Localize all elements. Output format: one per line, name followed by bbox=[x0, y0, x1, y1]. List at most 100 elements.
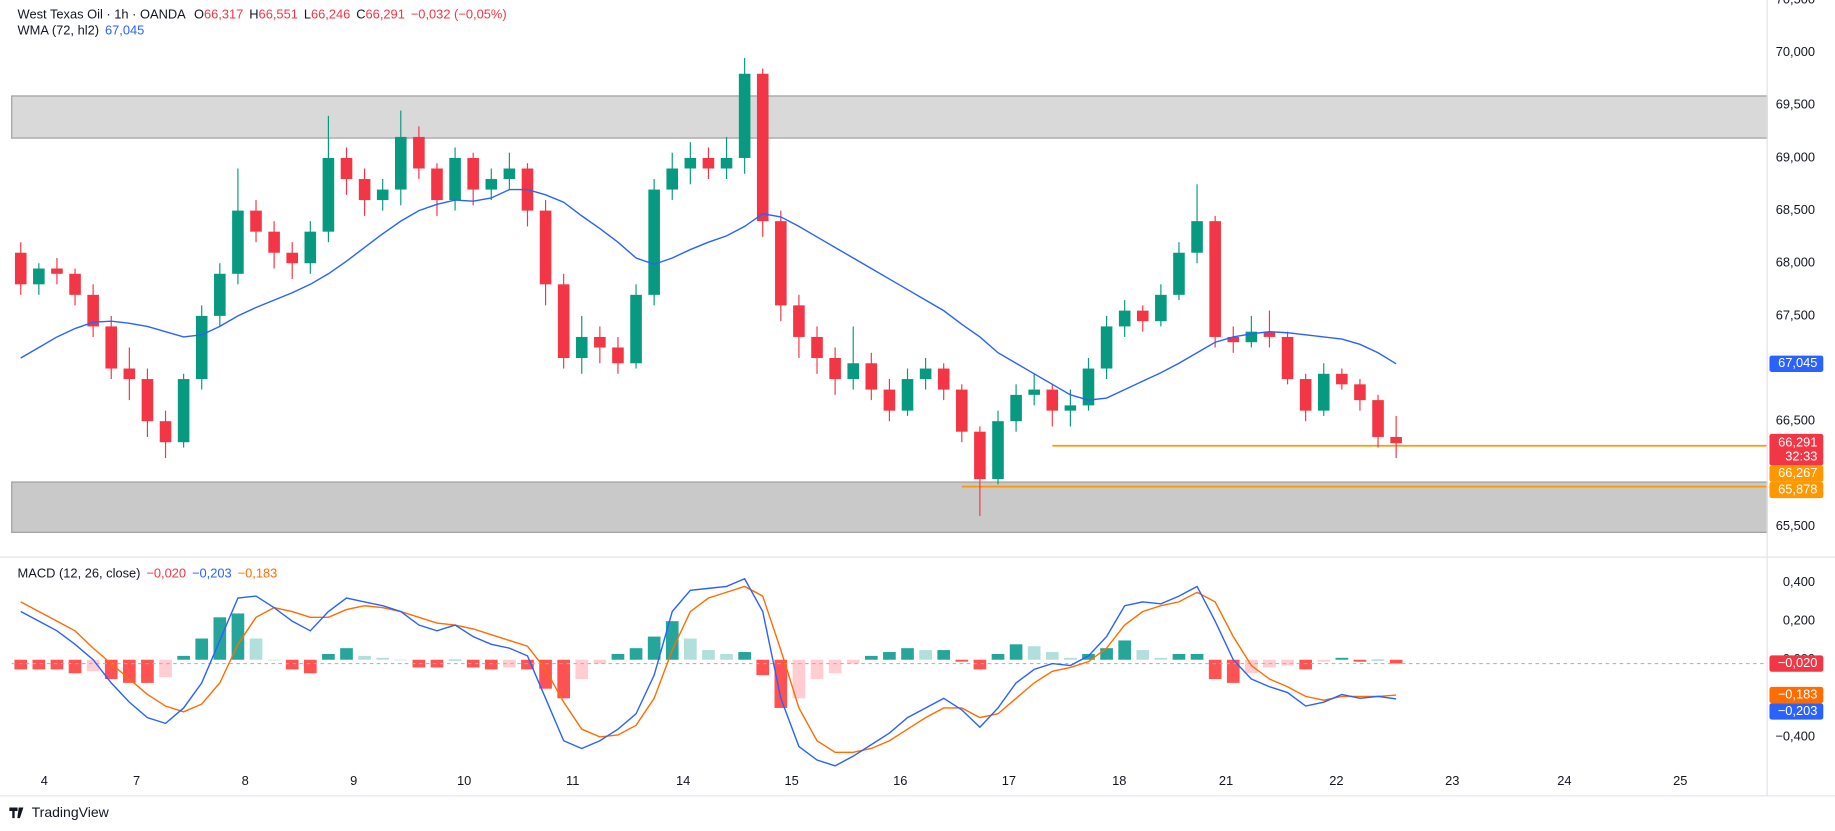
symbol-title: West Texas Oil · 1h · OANDA bbox=[18, 7, 187, 22]
histogram-bar bbox=[394, 659, 408, 661]
macd-line bbox=[20, 577, 1397, 767]
histogram-bar bbox=[647, 636, 661, 660]
candle-body bbox=[811, 336, 823, 359]
histogram-bar bbox=[1299, 659, 1312, 670]
time-tick-label: 8 bbox=[242, 773, 249, 788]
histogram-bar bbox=[1190, 653, 1204, 660]
price-tick-label: 70,000 bbox=[1776, 44, 1815, 59]
histogram-bar bbox=[32, 659, 46, 670]
ohlc-key: O bbox=[194, 7, 204, 22]
candle-body bbox=[105, 326, 118, 369]
ohlc-value: 66,246 bbox=[311, 7, 350, 22]
histogram-bar bbox=[1154, 657, 1168, 660]
candle-body bbox=[1173, 252, 1185, 295]
candle-body bbox=[883, 389, 896, 411]
candle-body bbox=[684, 157, 697, 169]
histogram-bar bbox=[973, 659, 987, 670]
histogram-bar bbox=[412, 659, 426, 668]
level-badge bbox=[1769, 481, 1824, 499]
candle-body bbox=[630, 294, 642, 364]
candle-body bbox=[974, 431, 986, 480]
candle-body bbox=[467, 157, 479, 190]
candle-body bbox=[1263, 331, 1276, 337]
candle-body bbox=[1209, 221, 1221, 337]
histogram-bar bbox=[684, 638, 697, 660]
candle-body bbox=[1100, 326, 1113, 369]
change: −0,032 (−0,05%) bbox=[411, 7, 507, 22]
candle-body bbox=[376, 189, 389, 201]
candle-body bbox=[195, 315, 208, 380]
histogram-bar bbox=[177, 655, 190, 660]
histogram-bar bbox=[883, 652, 896, 660]
candle-body bbox=[992, 421, 1004, 480]
price-tick-label: 68,000 bbox=[1776, 255, 1815, 270]
candle-body bbox=[756, 73, 769, 222]
histogram-bar bbox=[1317, 659, 1331, 662]
histogram-bar bbox=[1335, 657, 1349, 660]
brand-name: TradingView bbox=[32, 804, 110, 820]
candle-body bbox=[937, 368, 950, 390]
histogram-bar bbox=[756, 659, 770, 676]
histogram-bar bbox=[846, 659, 860, 664]
candle-body bbox=[793, 305, 805, 337]
candle-body bbox=[847, 363, 860, 380]
histogram-bar bbox=[195, 638, 209, 660]
histogram-bar bbox=[322, 653, 335, 660]
candle-body bbox=[1064, 405, 1077, 411]
price-tick-label: 67,500 bbox=[1776, 307, 1815, 322]
candle-body bbox=[1191, 221, 1203, 253]
macd-badge bbox=[1769, 703, 1824, 720]
countdown-label: 32:33 bbox=[1785, 449, 1817, 464]
histogram-bar bbox=[955, 659, 969, 662]
brand-icon bbox=[9, 807, 24, 819]
candle-body bbox=[214, 273, 226, 316]
histogram-bar bbox=[1136, 650, 1150, 660]
histogram-bar bbox=[593, 659, 607, 664]
level-badge bbox=[1769, 465, 1824, 482]
time-tick-label: 17 bbox=[1002, 773, 1016, 788]
price-tick-label: 69,000 bbox=[1776, 149, 1815, 164]
candle-body bbox=[901, 379, 914, 411]
histogram-badge-label: −0,020 bbox=[1778, 655, 1818, 670]
candle-body bbox=[956, 389, 968, 432]
candle-body bbox=[177, 379, 190, 443]
macd-badge-label: −0,203 bbox=[1778, 703, 1818, 718]
histogram-bar bbox=[231, 613, 245, 660]
histogram-bar bbox=[285, 659, 299, 670]
histogram-bar bbox=[1045, 652, 1059, 660]
histogram-bar bbox=[792, 659, 806, 699]
time-tick-label: 14 bbox=[676, 773, 690, 788]
time-tick-label: 11 bbox=[566, 773, 579, 788]
candle-body bbox=[14, 252, 27, 285]
candle-body bbox=[268, 231, 280, 253]
candle-body bbox=[1028, 389, 1040, 395]
last-price-label: 66,291 bbox=[1778, 435, 1817, 450]
candle-body bbox=[1299, 379, 1312, 411]
candle-body bbox=[123, 368, 136, 380]
signal-value: −0,183 bbox=[238, 566, 278, 581]
candle-body bbox=[648, 189, 660, 295]
zone bbox=[11, 481, 1768, 533]
histogram-bar bbox=[1371, 659, 1385, 661]
candle-body bbox=[720, 157, 733, 169]
histogram-bar bbox=[503, 659, 516, 668]
candle-body bbox=[286, 252, 298, 264]
candle-body bbox=[575, 336, 588, 359]
histogram-bar bbox=[1172, 653, 1186, 660]
level-badge-label: 66,267 bbox=[1778, 465, 1817, 480]
candle-body bbox=[33, 268, 45, 285]
wma-legend: WMA (72, hl2) 67,045 bbox=[18, 23, 145, 38]
histogram-bar bbox=[1389, 659, 1403, 664]
signal-badge bbox=[1769, 686, 1824, 704]
candle-body bbox=[485, 179, 498, 190]
histogram-bar bbox=[774, 659, 788, 708]
candle-body bbox=[232, 210, 244, 274]
histogram-bar bbox=[1245, 659, 1258, 674]
candle-body bbox=[1281, 336, 1294, 380]
time-tick-label: 23 bbox=[1445, 773, 1459, 788]
histogram-bar bbox=[358, 655, 371, 660]
candle-body bbox=[1336, 373, 1348, 385]
